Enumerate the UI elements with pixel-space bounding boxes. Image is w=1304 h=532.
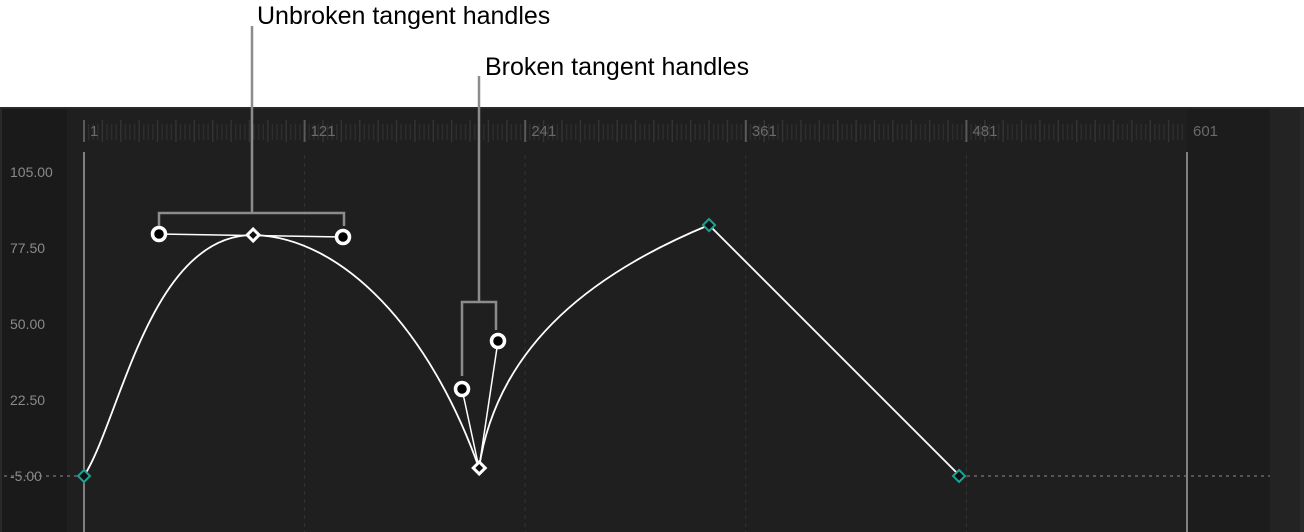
timeline-ruler[interactable]: 1 121 241 361 481 601 [83, 120, 1218, 142]
out-of-range-area [1187, 109, 1270, 532]
keyframe-diamond-icon[interactable] [245, 226, 262, 244]
ruler-label: 121 [311, 123, 336, 140]
keyframe-diamond-icon[interactable] [951, 468, 967, 484]
callout-broken-label: Broken tangent handles [485, 53, 749, 81]
scroll-area[interactable] [1270, 109, 1300, 532]
animation-curve[interactable] [83, 223, 961, 477]
keyframe-diamond-icon[interactable] [701, 217, 717, 233]
ruler-label: 601 [1193, 123, 1218, 140]
tangent-handle[interactable] [453, 380, 471, 398]
tangent-handle[interactable] [150, 225, 168, 243]
value-label: 105.00 [10, 164, 53, 180]
value-label: 50.00 [10, 316, 45, 332]
graph-area [2, 109, 1300, 532]
keyframe-diamond-icon[interactable] [76, 468, 92, 484]
value-label: 77.50 [10, 240, 45, 256]
broken-tangent-line-out [478, 340, 499, 469]
value-gutter [2, 109, 67, 532]
grid-lines [304, 155, 967, 532]
ruler-label: 481 [972, 123, 997, 140]
callout-unbroken [157, 26, 346, 226]
callout-unbroken-label: Unbroken tangent handles [257, 2, 550, 30]
tangent-handle[interactable] [489, 332, 507, 350]
value-label: 22.50 [10, 392, 45, 408]
callout-broken [460, 76, 498, 376]
ruler-label: 1 [90, 123, 98, 140]
ruler-label: 361 [752, 123, 777, 140]
ruler-label: 241 [531, 123, 556, 140]
broken-tangent-line-in [461, 388, 480, 469]
tangent-handle[interactable] [334, 228, 352, 246]
keyframe-diamond-icon[interactable] [471, 459, 488, 477]
